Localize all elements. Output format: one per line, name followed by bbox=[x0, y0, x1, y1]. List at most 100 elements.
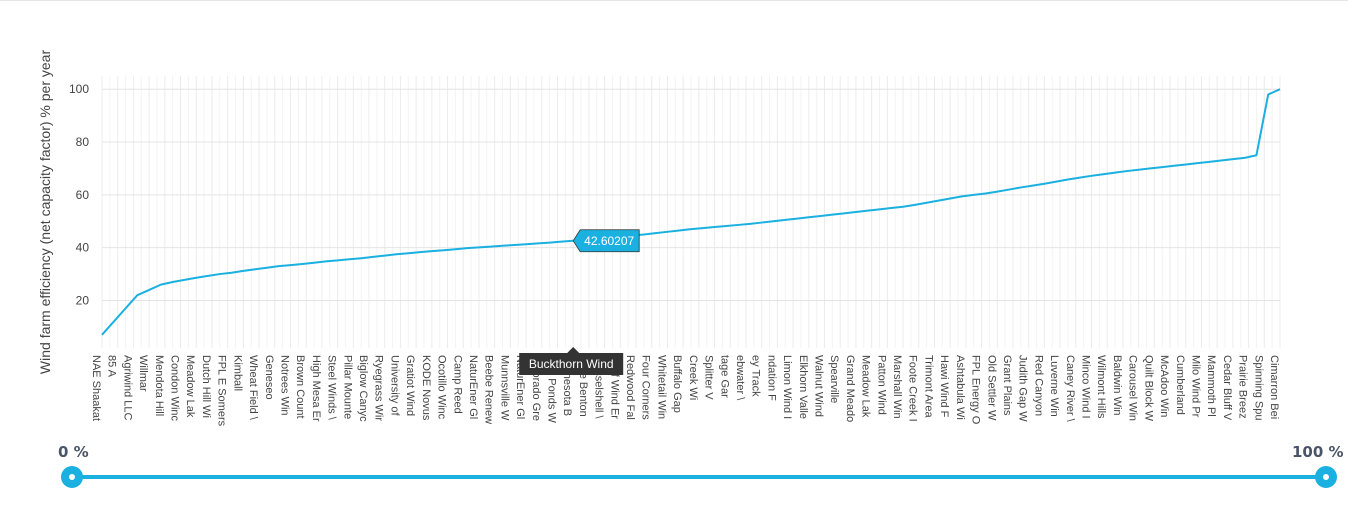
data-point bbox=[443, 249, 445, 251]
data-point bbox=[926, 202, 928, 204]
x-tick-label: Biglow Canyc bbox=[357, 355, 369, 422]
x-tick-label: Brown Count bbox=[294, 355, 306, 419]
x-tick-label: NaturEner Gl bbox=[467, 355, 479, 419]
data-point bbox=[1173, 165, 1175, 167]
data-point bbox=[1138, 169, 1140, 171]
x-tick-label: Whitetail Win bbox=[655, 355, 667, 419]
data-point bbox=[1185, 163, 1187, 165]
x-tick-label: Judith Gap W bbox=[1017, 355, 1029, 422]
x-tick-label: Ocotillo Winc bbox=[436, 355, 448, 420]
x-tick-label: Steel Winds \ bbox=[326, 355, 338, 421]
data-point bbox=[502, 245, 504, 247]
data-point bbox=[855, 211, 857, 213]
data-point bbox=[360, 257, 362, 259]
data-point bbox=[796, 218, 798, 220]
x-tick-label: Notrees Win bbox=[278, 355, 290, 416]
x-tick-label: Patton Wind bbox=[875, 355, 887, 415]
data-point bbox=[714, 226, 716, 228]
x-tick-label: Walnut Wind bbox=[813, 355, 825, 417]
data-point bbox=[1008, 189, 1010, 191]
tooltip-category-box bbox=[519, 347, 624, 375]
data-point bbox=[1091, 175, 1093, 177]
y-axis-title: Wind farm efficiency (net capacity facto… bbox=[37, 50, 53, 375]
data-point bbox=[348, 258, 350, 260]
data-point bbox=[937, 200, 939, 202]
data-point bbox=[961, 195, 963, 197]
x-tick-label: Cedar Bluff V bbox=[1221, 355, 1233, 421]
x-tick-label: Spearville bbox=[828, 355, 840, 403]
data-point bbox=[655, 232, 657, 234]
x-tick-label: Hawi Wind F bbox=[938, 355, 950, 418]
data-point bbox=[1020, 186, 1022, 188]
data-point bbox=[466, 247, 468, 249]
data-point bbox=[772, 220, 774, 222]
y-tick-label: 100 bbox=[69, 82, 89, 96]
data-point bbox=[160, 284, 162, 286]
x-tick-label: Wilmont Hills bbox=[1095, 355, 1107, 419]
data-point bbox=[702, 227, 704, 229]
data-point bbox=[183, 279, 185, 281]
data-point bbox=[195, 277, 197, 279]
x-tick-label: Agriwind LLC bbox=[121, 355, 133, 420]
y-tick-label: 80 bbox=[76, 135, 90, 149]
tooltip-value-box bbox=[572, 229, 640, 253]
data-point bbox=[560, 241, 562, 243]
x-tick-label: Mendota Hill bbox=[153, 355, 165, 416]
data-point bbox=[525, 243, 527, 245]
data-point bbox=[761, 222, 763, 224]
x-tick-label: ey Track bbox=[750, 355, 762, 397]
data-point bbox=[985, 193, 987, 195]
data-point bbox=[949, 198, 951, 200]
x-tick-label: Red Canyon bbox=[1032, 355, 1044, 416]
range-slider-track[interactable] bbox=[72, 475, 1326, 479]
x-tick-label: ndation F bbox=[765, 355, 777, 401]
data-point bbox=[867, 210, 869, 212]
x-tick-label: Quilt Block W bbox=[1142, 355, 1154, 422]
data-point bbox=[419, 251, 421, 253]
data-point bbox=[1079, 177, 1081, 179]
data-point bbox=[1032, 185, 1034, 187]
data-point bbox=[325, 260, 327, 262]
x-tick-label: FPL E Somers bbox=[216, 355, 228, 427]
data-point bbox=[490, 246, 492, 248]
x-tick-label: Munnsville W bbox=[498, 355, 510, 421]
x-tick-label: Wheat Field \ bbox=[247, 355, 259, 421]
data-point bbox=[254, 268, 256, 270]
data-point bbox=[890, 207, 892, 209]
data-point bbox=[808, 216, 810, 218]
x-tick-label: KODE Novus bbox=[420, 355, 432, 421]
x-tick-label: Trimont Area bbox=[922, 355, 934, 418]
range-slider-min-handle[interactable] bbox=[61, 466, 83, 488]
data-point bbox=[431, 250, 433, 252]
data-point bbox=[678, 229, 680, 231]
x-tick-label: Cimarron Bei bbox=[1268, 355, 1280, 419]
data-point bbox=[831, 214, 833, 216]
data-point bbox=[231, 272, 233, 274]
tooltip-value: 42.60207 bbox=[572, 229, 640, 253]
data-point bbox=[289, 264, 291, 266]
data-point bbox=[278, 265, 280, 267]
x-tick-label: Kimball bbox=[231, 355, 243, 391]
x-tick-label: Redwood Fal bbox=[624, 355, 636, 420]
data-point bbox=[219, 273, 221, 275]
range-slider-max-handle[interactable] bbox=[1315, 466, 1337, 488]
x-tick-label: ebwater \ bbox=[734, 355, 746, 401]
x-tick-label: Creek Wi bbox=[687, 355, 699, 400]
range-min-label: 0 % bbox=[58, 443, 89, 461]
data-point bbox=[101, 334, 103, 336]
data-point bbox=[1114, 172, 1116, 174]
x-tick-label: Beebe Renew bbox=[483, 355, 495, 424]
data-point bbox=[914, 204, 916, 206]
x-tick-label: Elkhorn Valle bbox=[797, 355, 809, 419]
x-tick-label: Spinning Spu bbox=[1252, 355, 1264, 420]
data-point bbox=[690, 228, 692, 230]
data-point bbox=[784, 219, 786, 221]
data-point bbox=[1279, 88, 1281, 90]
data-point bbox=[1267, 93, 1269, 95]
x-tick-label: Four Corners bbox=[640, 355, 652, 420]
data-point bbox=[1161, 166, 1163, 168]
x-tick-label: Splitter V bbox=[703, 355, 715, 400]
data-point bbox=[242, 270, 244, 272]
data-point bbox=[454, 248, 456, 250]
x-tick-label: Minco Wind I bbox=[1080, 355, 1092, 419]
